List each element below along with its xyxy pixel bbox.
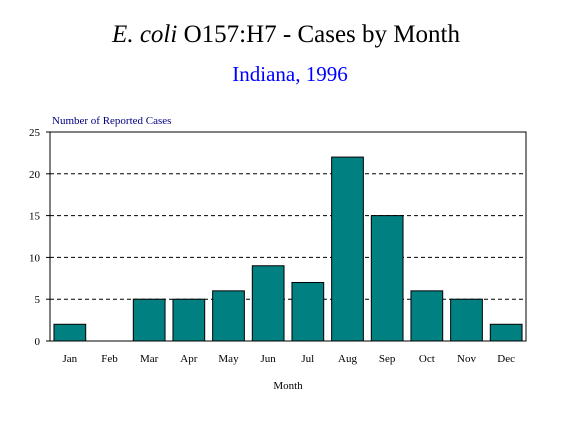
bar-oct [410,290,444,342]
gridlines [50,131,526,300]
x-tick-label-jun: Jun [261,353,277,365]
x-tick-label-nov: Nov [457,353,476,365]
y-tick-labels: 0 5 10 15 20 25 [29,127,41,348]
y-tick-label-0: 0 [35,336,41,348]
bar-nov [450,298,483,342]
y-axis-label: Number of Reported Cases [52,115,171,127]
bar-aug [331,156,364,342]
y-tick-label-15: 15 [29,211,41,223]
bar-apr [172,298,206,342]
bar-mar [132,298,166,342]
chart-title-italic: E. coli [111,21,177,48]
chart-title-rest: O157:H7 - Cases by Month [177,21,460,48]
y-tick-label-20: 20 [29,169,41,181]
x-tick-label-sep: Sep [379,353,396,365]
x-tick-labels: Jan Feb Mar Apr May Jun Jul Aug Sep Oct Nov Dec [62,353,515,365]
bar-jan [53,323,87,342]
y-tick-label-5: 5 [35,294,41,306]
bars [53,156,523,342]
bar-sep [370,215,404,342]
x-tick-label-apr: Apr [180,353,197,365]
axes [46,131,527,342]
x-tick-label-jul: Jul [301,353,314,365]
x-tick-label-feb: Feb [101,353,118,365]
x-tick-label-oct: Oct [419,353,435,365]
x-tick-label-aug: Aug [338,353,357,365]
x-tick-label-jan: Jan [62,353,77,365]
x-tick-label-dec: Dec [497,353,515,365]
x-axis-label: Month [273,380,303,392]
bar-jun [251,265,285,342]
plot-frame [49,131,527,342]
chart-title: E. coli O157:H7 - Cases by Month [111,21,460,48]
y-tick-label-25: 25 [29,127,41,139]
bar-may [212,290,245,342]
bar-jul [291,281,325,342]
bar-dec [489,323,523,342]
y-tick-label-10: 10 [29,252,41,264]
chart-subtitle: Indiana, 1996 [232,62,347,86]
x-tick-label-may: May [218,353,239,365]
x-tick-label-mar: Mar [140,353,159,365]
